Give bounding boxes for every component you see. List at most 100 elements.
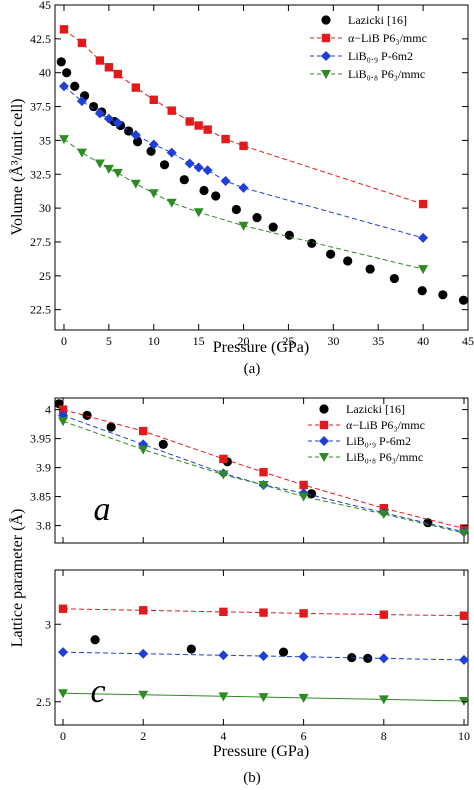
- series-2: [58, 81, 429, 243]
- data-point: [258, 693, 269, 703]
- data-point: [77, 38, 87, 48]
- y-axis-label-b: Lattice parameter (Å): [8, 509, 26, 648]
- inset-label-a: a: [94, 491, 111, 528]
- data-point: [106, 422, 116, 432]
- data-point: [389, 273, 399, 284]
- data-point: [184, 158, 195, 169]
- x-tick-label: 6: [301, 729, 307, 743]
- data-point: [130, 130, 141, 140]
- data-point: [113, 69, 123, 79]
- data-point: [103, 113, 114, 124]
- data-point: [418, 265, 429, 275]
- data-point: [138, 648, 149, 659]
- x-tick-label: 8: [381, 729, 387, 743]
- inset-label-c: c: [90, 673, 105, 710]
- data-point: [299, 480, 308, 490]
- data-point: [238, 182, 249, 193]
- data-point: [158, 439, 168, 449]
- caption-b: (b): [243, 770, 261, 786]
- data-point: [166, 198, 177, 208]
- plot-frame-b-top: [54, 397, 469, 544]
- data-point: [186, 644, 196, 654]
- data-point: [94, 159, 105, 169]
- series-3: [58, 689, 469, 706]
- legend-marker: [321, 15, 331, 25]
- x-tick-label: 10: [148, 334, 160, 348]
- data-point: [458, 295, 469, 305]
- x-tick-label: 10: [458, 729, 470, 743]
- data-point: [438, 290, 448, 300]
- y-tick-label: 22.5: [30, 303, 51, 317]
- data-point: [89, 101, 99, 112]
- legend-marker: [319, 436, 329, 446]
- data-point: [458, 654, 469, 665]
- x-tick-label: 2: [140, 729, 146, 743]
- data-point: [76, 96, 87, 107]
- series-3: [58, 417, 469, 539]
- data-point: [379, 610, 388, 619]
- series-line: [63, 138, 424, 270]
- series-layer-b-bottom: [58, 604, 469, 706]
- data-point: [238, 221, 249, 231]
- data-point: [104, 63, 114, 72]
- legend-b: Lazicki [16] α−LiB P6₃/mmc LiB₀.₉ P-6m2 LiB…: [308, 402, 425, 464]
- data-point: [378, 695, 389, 705]
- data-point: [307, 238, 317, 248]
- data-point: [131, 83, 141, 92]
- data-point: [298, 693, 309, 703]
- data-point: [365, 264, 375, 274]
- data-point: [82, 410, 92, 420]
- data-point: [278, 647, 289, 657]
- data-point: [298, 492, 309, 502]
- data-point: [378, 510, 389, 519]
- data-point: [193, 162, 204, 173]
- data-point: [203, 125, 212, 134]
- y-tick-label: 37.5: [30, 100, 51, 114]
- y-tick-label: 27.5: [30, 235, 51, 249]
- legend-marker: [321, 33, 331, 43]
- data-point: [149, 95, 158, 104]
- legend-label: α−LiB P6₃/mmc: [346, 418, 425, 432]
- data-point: [139, 426, 148, 436]
- data-point: [258, 651, 269, 662]
- data-point: [378, 653, 389, 664]
- data-point: [307, 489, 317, 499]
- chart-panel-b-bottom: 0 2 4 6 8 10 2.5 3 c Pressure (GPa) (b): [36, 569, 470, 786]
- y-tick-label: 35: [39, 133, 51, 147]
- data-point: [94, 108, 105, 119]
- series-1: [58, 604, 469, 620]
- data-point: [59, 25, 69, 34]
- x-tick-label: 20: [238, 334, 250, 348]
- data-point: [268, 222, 278, 232]
- legend-marker: [319, 420, 329, 430]
- data-point: [199, 185, 209, 196]
- data-point: [112, 117, 123, 128]
- legend-label: LiB₀.₈ P6₃/mmc: [348, 67, 425, 81]
- data-point: [259, 608, 268, 617]
- data-point: [148, 189, 159, 199]
- data-point: [418, 199, 428, 209]
- data-point: [299, 609, 308, 618]
- data-point: [58, 135, 69, 145]
- legend-marker: [321, 51, 331, 61]
- data-point: [58, 417, 69, 427]
- data-point: [95, 56, 105, 65]
- x-axis-label-a: Pressure (GPa): [213, 339, 309, 356]
- ticks-layer-b-bottom: 0 2 4 6 8 10 2.5 3: [36, 570, 470, 743]
- data-point: [219, 607, 228, 617]
- data-point: [138, 690, 149, 700]
- plot-frame-a: [54, 4, 469, 331]
- data-point: [76, 148, 87, 158]
- plot-frame-b-bottom: [54, 569, 469, 726]
- data-point: [231, 204, 241, 215]
- data-point: [58, 604, 68, 613]
- series-1: [59, 25, 428, 209]
- data-point: [193, 208, 204, 218]
- chart-panel-b-top: 3.8 3.85 3.9 3.95 4 Lazicki [16] α−LiB P6₃/mm…: [8, 397, 469, 648]
- x-tick-label: 35: [372, 334, 384, 348]
- x-tick-label: 30: [327, 334, 339, 348]
- legend-label: LiB₀.₉ P-6m2: [346, 434, 411, 448]
- y-axis-label-a: Volume (Å³/unit cell): [8, 99, 26, 236]
- data-point: [167, 106, 176, 115]
